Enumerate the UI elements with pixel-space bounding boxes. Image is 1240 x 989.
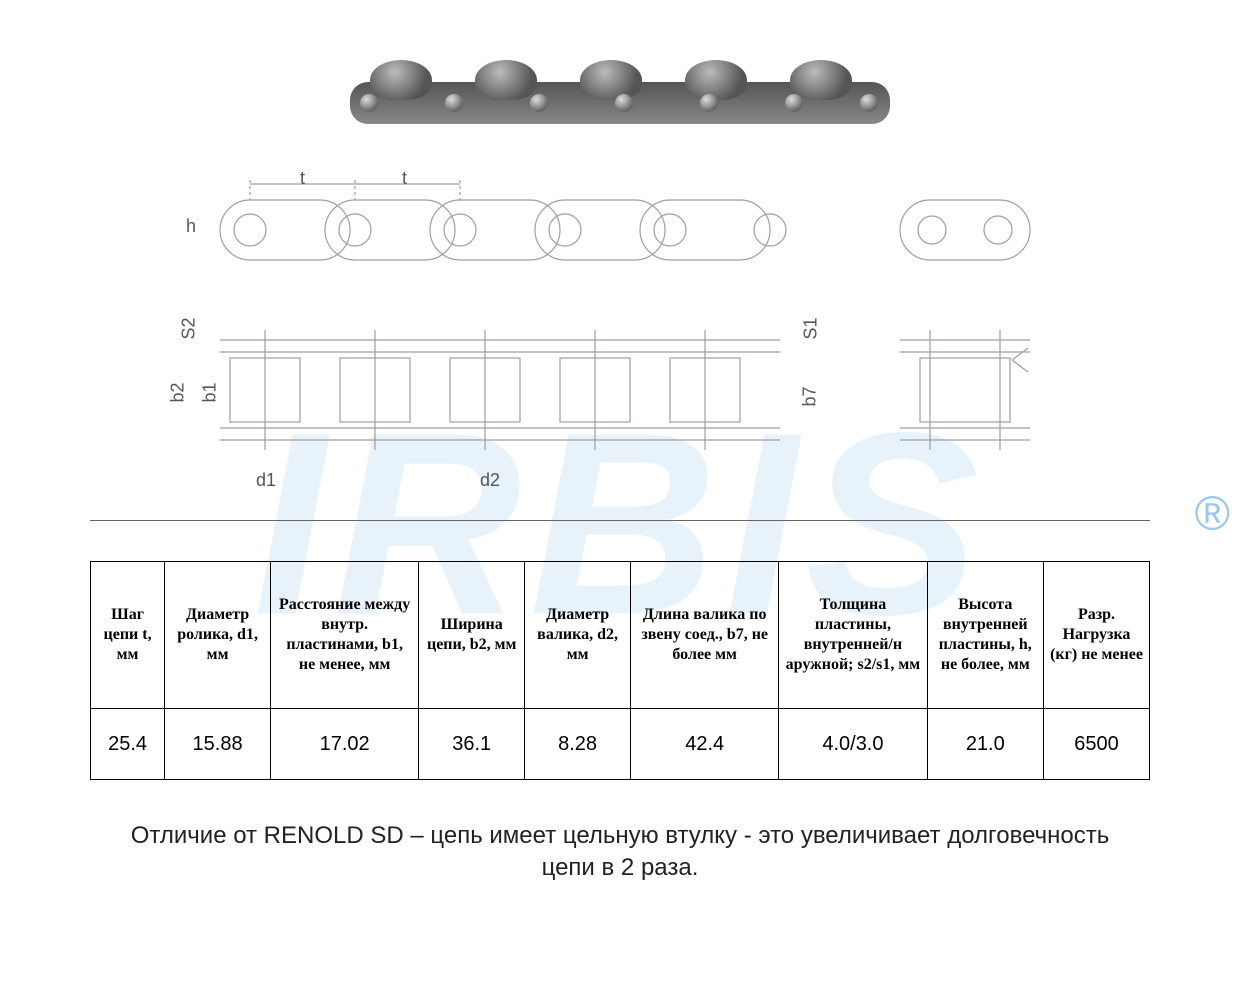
table-cell: 21.0 <box>927 709 1043 780</box>
col-header: Разр. Нагрузка (кг) не менее <box>1044 562 1150 709</box>
dim-label-s1: S1 <box>801 317 822 339</box>
dim-label-d1: d1 <box>256 470 276 491</box>
table-cell: 36.1 <box>419 709 525 780</box>
dim-label-s2: S2 <box>179 317 200 339</box>
dim-label-b2: b2 <box>168 382 189 402</box>
table-cell: 4.0/3.0 <box>779 709 927 780</box>
col-header: Расстояние между внутр. пластинами, b1, … <box>271 562 419 709</box>
specifications-table: Шаг цепи t, мм Диаметр ролика, d1, мм Ра… <box>90 561 1150 780</box>
dim-label-d2: d2 <box>480 470 500 491</box>
dim-label-b7: b7 <box>800 386 821 406</box>
technical-drawing: t t h S2 b2 b1 d1 d2 S1 b7 <box>160 170 1080 520</box>
footer-note: Отличие от RENOLD SD – цепь имеет цельну… <box>120 820 1120 885</box>
dim-label-h: h <box>186 216 196 237</box>
col-header: Диаметр ролика, d1, мм <box>165 562 271 709</box>
col-header: Ширина цепи, b2, мм <box>419 562 525 709</box>
table-cell: 8.28 <box>525 709 631 780</box>
table-cell: 25.4 <box>91 709 165 780</box>
table-cell: 6500 <box>1044 709 1150 780</box>
dim-label-b1: b1 <box>200 382 221 402</box>
col-header: Длина валика по звену соед., b7, не боле… <box>631 562 779 709</box>
dim-label-t2: t <box>402 168 407 189</box>
col-header: Диаметр валика, d2, мм <box>525 562 631 709</box>
product-chain-photo <box>340 30 900 160</box>
horizontal-rule <box>90 520 1150 521</box>
table-row: 25.4 15.88 17.02 36.1 8.28 42.4 4.0/3.0 … <box>91 709 1150 780</box>
table-cell: 17.02 <box>271 709 419 780</box>
col-header: Высота внутренней пластины, h, не более,… <box>927 562 1043 709</box>
col-header: Шаг цепи t, мм <box>91 562 165 709</box>
table-header-row: Шаг цепи t, мм Диаметр ролика, d1, мм Ра… <box>91 562 1150 709</box>
col-header: Толщина пластины, внутренней/н аружной; … <box>779 562 927 709</box>
table-cell: 42.4 <box>631 709 779 780</box>
dim-label-t1: t <box>300 168 305 189</box>
table-cell: 15.88 <box>165 709 271 780</box>
